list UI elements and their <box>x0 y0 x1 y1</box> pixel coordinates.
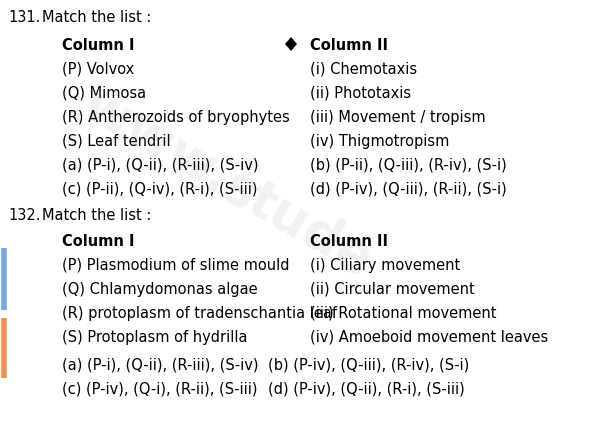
Text: Column II: Column II <box>310 234 388 249</box>
Text: (i) Chemotaxis: (i) Chemotaxis <box>310 62 417 77</box>
Text: (d) (P-iv), (Q-ii), (R-i), (S-iii): (d) (P-iv), (Q-ii), (R-i), (S-iii) <box>268 382 465 397</box>
Text: (a) (P-i), (Q-ii), (R-iii), (S-iv): (a) (P-i), (Q-ii), (R-iii), (S-iv) <box>62 158 258 173</box>
Text: (b) (P-iv), (Q-iii), (R-iv), (S-i): (b) (P-iv), (Q-iii), (R-iv), (S-i) <box>268 358 469 373</box>
Text: (d) (P-iv), (Q-iii), (R-ii), (S-i): (d) (P-iv), (Q-iii), (R-ii), (S-i) <box>310 182 507 197</box>
Text: 131.: 131. <box>8 10 41 25</box>
Text: www.s: www.s <box>73 79 267 221</box>
Text: (P) Volvox: (P) Volvox <box>62 62 134 77</box>
Text: Column II: Column II <box>310 38 388 53</box>
Text: (Q) Mimosa: (Q) Mimosa <box>62 86 146 101</box>
Text: (R) protoplasm of tradenschantia leaf: (R) protoplasm of tradenschantia leaf <box>62 306 337 321</box>
Text: (iv) Thigmotropism: (iv) Thigmotropism <box>310 134 450 149</box>
Text: (S) Protoplasm of hydrilla: (S) Protoplasm of hydrilla <box>62 330 247 345</box>
Text: Column I: Column I <box>62 234 134 249</box>
Text: Match the list :: Match the list : <box>42 208 151 223</box>
Text: Match the list :: Match the list : <box>42 10 151 25</box>
Text: (S) Leaf tendril: (S) Leaf tendril <box>62 134 171 149</box>
Polygon shape <box>285 37 297 51</box>
Text: (R) Antherozoids of bryophytes: (R) Antherozoids of bryophytes <box>62 110 290 125</box>
Text: (ii) Circular movement: (ii) Circular movement <box>310 282 475 297</box>
Text: (Q) Chlamydomonas algae: (Q) Chlamydomonas algae <box>62 282 258 297</box>
Text: (iv) Amoeboid movement leaves: (iv) Amoeboid movement leaves <box>310 330 548 345</box>
Text: (c) (P-ii), (Q-iv), (R-i), (S-iii): (c) (P-ii), (Q-iv), (R-i), (S-iii) <box>62 182 258 197</box>
Text: Column I: Column I <box>62 38 134 53</box>
Text: 132.: 132. <box>8 208 41 223</box>
Text: (c) (P-iv), (Q-i), (R-ii), (S-iii): (c) (P-iv), (Q-i), (R-ii), (S-iii) <box>62 382 258 397</box>
Text: (b) (P-ii), (Q-iii), (R-iv), (S-i): (b) (P-ii), (Q-iii), (R-iv), (S-i) <box>310 158 507 173</box>
Text: (i) Ciliary movement: (i) Ciliary movement <box>310 258 460 273</box>
Text: (a) (P-i), (Q-ii), (R-iii), (S-iv): (a) (P-i), (Q-ii), (R-iii), (S-iv) <box>62 358 258 373</box>
Text: (ii) Phototaxis: (ii) Phototaxis <box>310 86 411 101</box>
Text: (iii) Rotational movement: (iii) Rotational movement <box>310 306 497 321</box>
Text: (P) Plasmodium of slime mould: (P) Plasmodium of slime mould <box>62 258 290 273</box>
Text: tude: tude <box>238 173 382 287</box>
Text: (iii) Movement / tropism: (iii) Movement / tropism <box>310 110 486 125</box>
